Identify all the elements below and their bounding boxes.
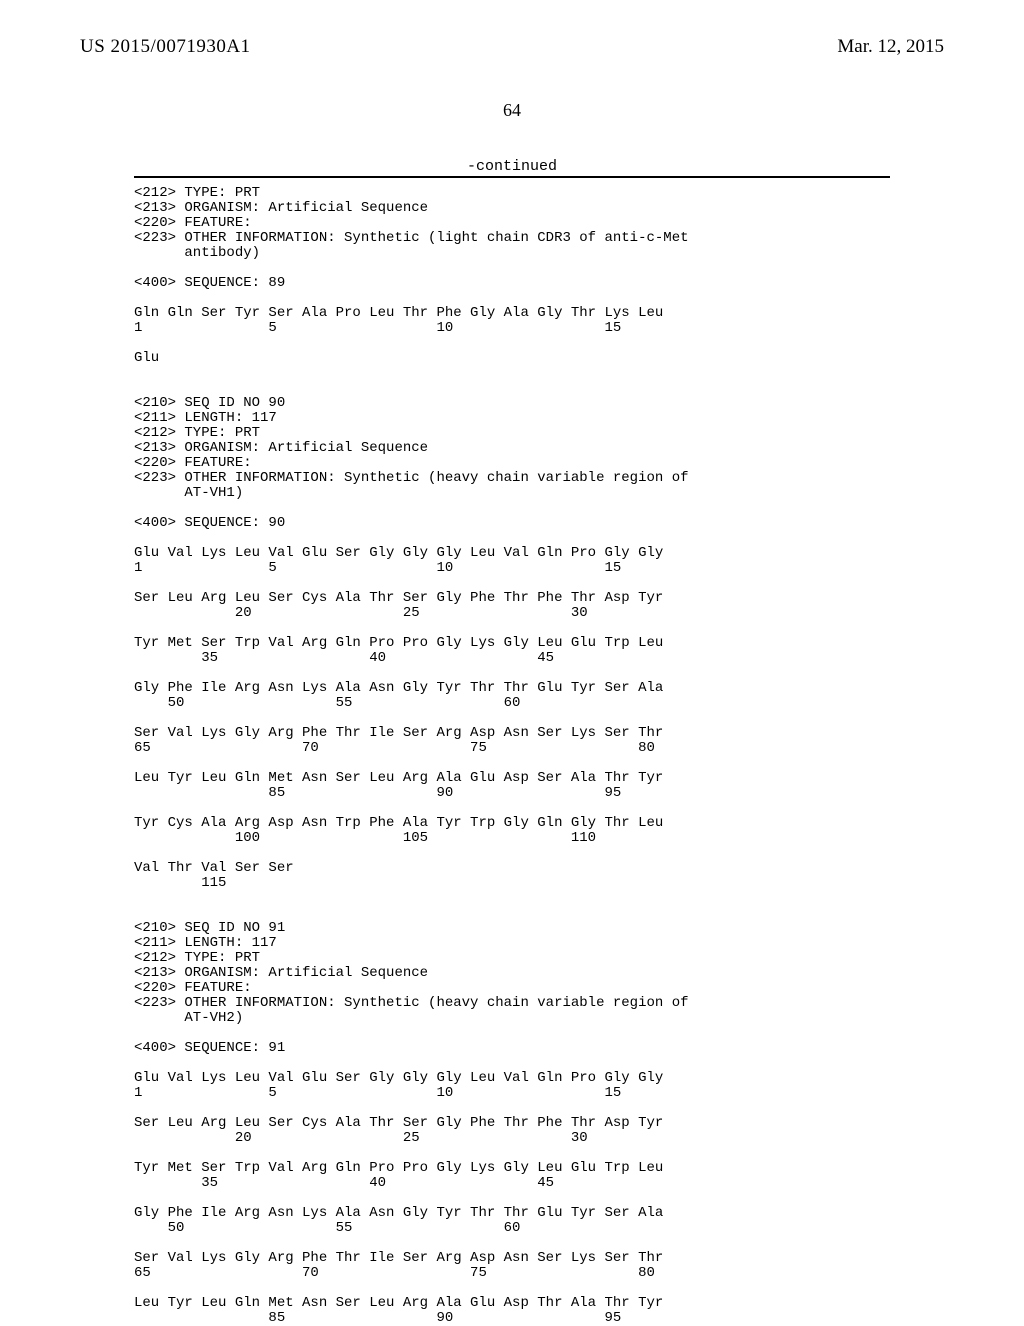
continued-label: -continued [0,158,1024,175]
publication-number: US 2015/0071930A1 [80,36,251,58]
sequence-listing: <212> TYPE: PRT <213> ORGANISM: Artifici… [134,186,890,1326]
horizontal-rule [134,176,890,178]
page: US 2015/0071930A1 Mar. 12, 2015 64 -cont… [0,0,1024,1320]
page-number: 64 [0,100,1024,121]
publication-date: Mar. 12, 2015 [837,36,944,58]
